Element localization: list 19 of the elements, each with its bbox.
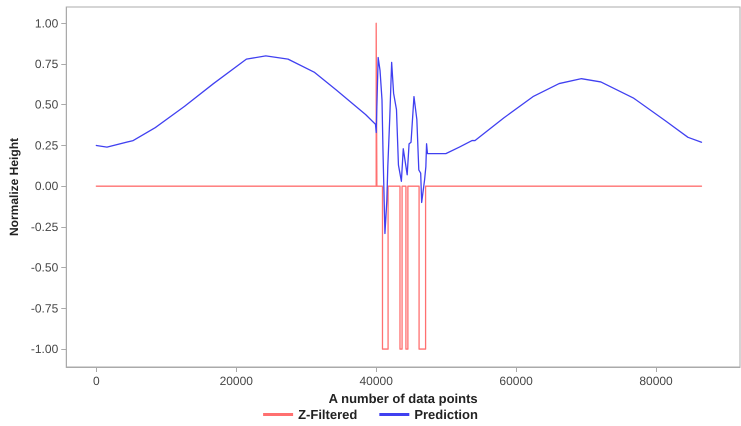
y-tick-label: -0.75 [30, 301, 59, 316]
x-tick-label: 60000 [499, 374, 534, 388]
x-tick-label: 0 [92, 374, 100, 388]
y-tick-label: 0.75 [34, 57, 59, 72]
line-series [96, 55, 702, 234]
y-tick-label: 0.00 [34, 179, 59, 194]
x-tick-label: 40000 [360, 374, 394, 388]
legend-label: Prediction [414, 407, 478, 422]
legend-label: Z-Filtered [298, 407, 358, 422]
y-tick-label: 0.50 [34, 98, 59, 112]
y-tick-label: -1.00 [30, 342, 59, 356]
x-tick-label: 80000 [639, 374, 674, 388]
y-tick-label: 0.25 [34, 138, 59, 152]
x-axis-title: A number of data points [328, 390, 478, 406]
y-axis-title: Normalize Height [7, 138, 21, 236]
y-tick-label: -0.25 [30, 220, 59, 234]
y-tick-label: -0.50 [30, 260, 59, 275]
x-tick-label: 20000 [220, 374, 254, 388]
y-tick-label: 1.00 [34, 16, 59, 30]
